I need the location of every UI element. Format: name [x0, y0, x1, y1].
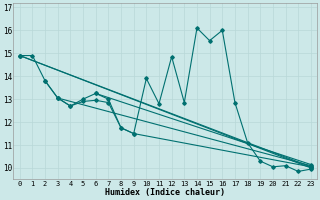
X-axis label: Humidex (Indice chaleur): Humidex (Indice chaleur)	[105, 188, 225, 197]
